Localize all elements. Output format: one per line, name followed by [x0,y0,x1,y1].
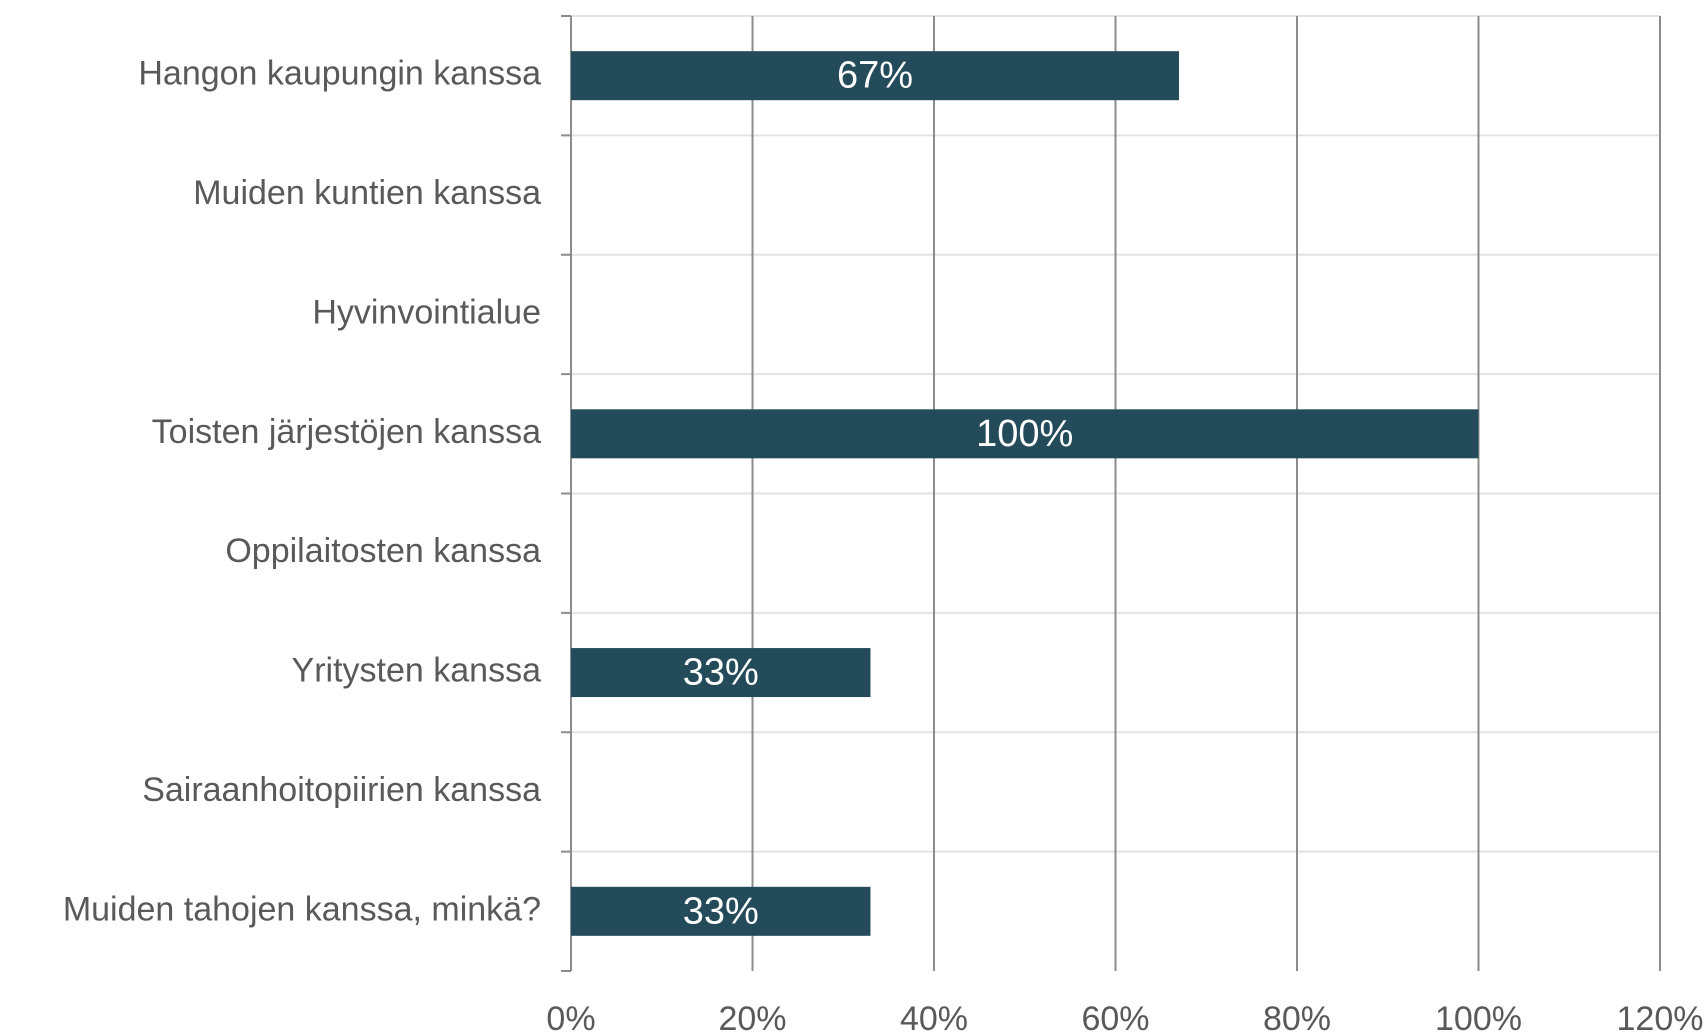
x-tick-label: 20% [718,1000,786,1034]
bar [571,648,871,698]
y-tick-label: Muiden kuntien kanssa [193,174,541,212]
y-tick-label: Hangon kaupungin kanssa [138,55,541,93]
x-tick-label: 0% [546,1000,595,1034]
x-tick-label: 100% [1435,1000,1522,1034]
x-tick-label: 120% [1617,1000,1704,1034]
data-label: 100% [976,413,1073,455]
y-tick-label: Hyvinvointialue [312,293,541,331]
x-tick-label: 80% [1263,1000,1331,1034]
bar [571,51,1180,101]
y-tick-label: Oppilaitosten kanssa [225,532,541,570]
bar [571,409,1479,459]
y-tick-label: Sairaanhoitopiirien kanssa [142,771,541,809]
x-tick-label: 60% [1081,1000,1149,1034]
x-tick-label: 40% [900,1000,968,1034]
data-label: 67% [837,55,913,97]
bar [571,886,871,936]
data-label: 33% [683,652,759,694]
y-tick-label: Muiden tahojen kanssa, minkä? [63,890,541,928]
data-label: 33% [683,890,759,932]
y-tick-label: Toisten järjestöjen kanssa [152,413,541,451]
y-tick-label: Yritysten kanssa [292,652,542,690]
